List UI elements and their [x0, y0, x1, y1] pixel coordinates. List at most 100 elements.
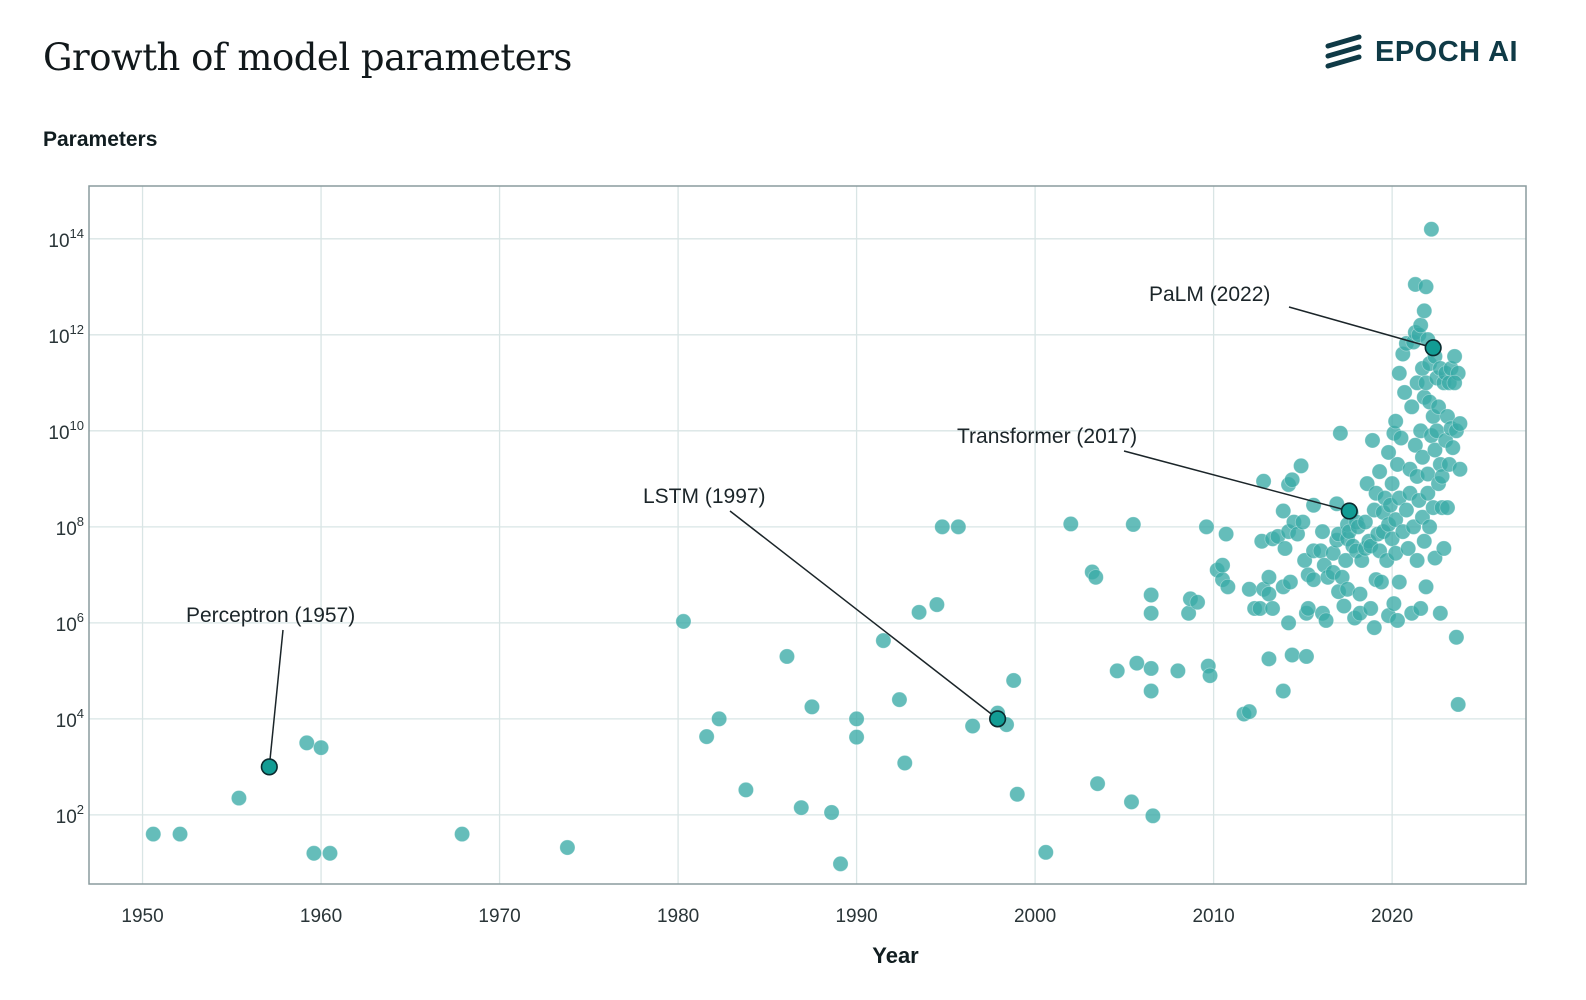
data-point — [145, 826, 162, 843]
annotation-label: LSTM (1997) — [643, 485, 766, 508]
data-point — [1169, 662, 1186, 679]
data-point — [675, 613, 692, 630]
data-point — [1202, 667, 1219, 684]
data-point — [1300, 600, 1317, 617]
data-point — [1128, 655, 1145, 672]
data-point — [891, 691, 908, 708]
data-point — [298, 734, 315, 751]
data-point — [1143, 660, 1160, 677]
y-tick-label: 104 — [56, 706, 84, 732]
data-point — [1359, 475, 1376, 492]
data-point — [1144, 807, 1161, 824]
highlighted-point — [1424, 339, 1442, 357]
data-point — [1275, 683, 1292, 700]
annotation-leader-line — [1123, 450, 1350, 512]
data-point — [950, 518, 967, 535]
annotation-leader-line — [729, 510, 999, 720]
data-point — [1412, 317, 1429, 334]
data-point — [1241, 703, 1258, 720]
chart-grid — [89, 186, 1526, 884]
data-point — [803, 698, 820, 715]
data-point — [1143, 683, 1160, 700]
data-point — [1362, 600, 1379, 617]
x-tick-label: 1950 — [121, 906, 163, 927]
data-point — [1418, 578, 1435, 595]
data-point — [1403, 398, 1420, 415]
data-point — [911, 604, 928, 621]
x-tick-label: 1970 — [478, 906, 520, 927]
data-point — [1037, 844, 1054, 861]
data-point — [1396, 384, 1413, 401]
data-point — [1293, 457, 1310, 474]
data-point — [1444, 439, 1461, 456]
data-point — [1351, 586, 1368, 603]
data-point — [1426, 550, 1443, 567]
brand-logo[interactable]: EPOCH AI — [1325, 34, 1518, 70]
data-point — [1419, 485, 1436, 502]
data-point — [1328, 495, 1345, 512]
data-point — [896, 755, 913, 772]
data-point — [559, 839, 576, 856]
y-tick-label: 1012 — [48, 322, 84, 348]
data-point — [1450, 696, 1467, 713]
annotations: Perceptron (1957) LSTM (1997) Transformer … — [186, 283, 1442, 776]
data-point — [737, 781, 754, 798]
data-point — [1364, 432, 1381, 449]
data-point — [1294, 514, 1311, 531]
data-point — [305, 845, 322, 862]
highlighted-point — [989, 710, 1007, 728]
data-point — [1332, 425, 1349, 442]
y-tick-label: 1014 — [48, 226, 84, 252]
data-point — [1387, 511, 1404, 528]
data-point — [1391, 574, 1408, 591]
data-point — [778, 648, 795, 665]
data-point — [1423, 221, 1440, 238]
data-point — [1305, 571, 1322, 588]
data-point — [793, 799, 810, 816]
data-point — [875, 632, 892, 649]
y-tick-label: 1010 — [48, 418, 84, 444]
data-point — [1125, 516, 1142, 533]
data-point — [1384, 530, 1401, 547]
data-point — [1393, 430, 1410, 447]
data-point — [1143, 587, 1160, 604]
data-point — [1260, 569, 1277, 586]
data-point — [1277, 540, 1294, 557]
data-point — [1373, 574, 1390, 591]
data-point — [1418, 278, 1435, 295]
data-point — [832, 855, 849, 872]
data-point — [1409, 552, 1426, 569]
data-point — [1314, 523, 1331, 540]
data-point — [321, 845, 338, 862]
y-axis-title: Parameters — [43, 128, 158, 151]
y-tick-label: 106 — [56, 610, 84, 636]
brand-name: EPOCH AI — [1375, 35, 1519, 68]
epoch-ai-logo-icon — [1325, 34, 1362, 69]
data-point — [1296, 552, 1313, 569]
data-point — [1384, 475, 1401, 492]
chart-title: Growth of model parameters — [43, 36, 572, 79]
data-point — [928, 596, 945, 613]
data-point — [1062, 515, 1079, 532]
data-point — [1407, 437, 1424, 454]
data-point — [1337, 552, 1354, 569]
data-point — [1087, 569, 1104, 586]
data-point — [964, 718, 981, 735]
data-point — [1451, 461, 1468, 478]
highlighted-point — [260, 758, 278, 776]
x-tick-label: 2000 — [1014, 906, 1056, 927]
data-point — [1123, 793, 1140, 810]
data-point — [1421, 518, 1438, 535]
data-point — [1335, 598, 1352, 615]
data-point — [1439, 499, 1456, 516]
data-point — [1214, 557, 1231, 574]
data-point — [1260, 586, 1277, 603]
data-point — [934, 518, 951, 535]
data-point — [1264, 600, 1281, 617]
data-point — [1389, 612, 1406, 629]
data-points — [145, 221, 1468, 872]
data-point — [1218, 526, 1235, 543]
data-point — [1430, 398, 1447, 415]
x-tick-label: 1980 — [657, 906, 699, 927]
